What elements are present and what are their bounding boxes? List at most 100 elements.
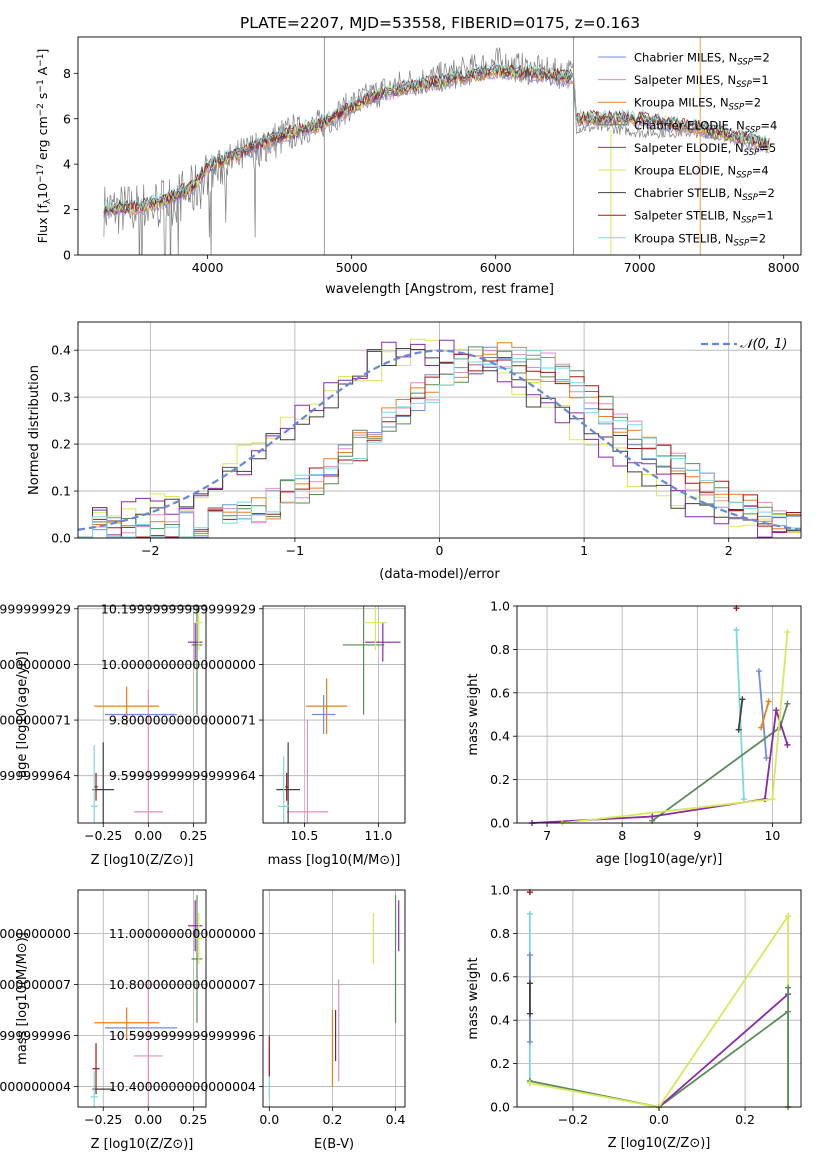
- x-axis-label: Z [log10(Z/Z⊙)]: [608, 1136, 711, 1151]
- legend-text: Chabrier ELODIE, N: [634, 118, 745, 132]
- y-label-part: −1: [36, 79, 46, 92]
- panel-7: −0.2 0.0 0.2 0.0 0.2 0.4 0.6 0.8 1.0 Z [log10(Z/Z…: [466, 883, 802, 1151]
- normal-curve: [78, 349, 801, 531]
- y-tick-label: 11.0000000000000000: [0, 926, 71, 941]
- legend-label-7: Salpeter STELIB, NSSP=1: [634, 209, 774, 226]
- y-label-part: λ: [43, 198, 53, 204]
- weight-marker-1: [526, 952, 533, 959]
- legend-sub: SSP: [736, 170, 752, 180]
- y-tick-label: 11.0000000000000000: [109, 926, 256, 941]
- hist-area: [78, 338, 801, 538]
- y-tick-label: 10.19999999999999929: [0, 601, 71, 616]
- legend-sub: SSP: [741, 215, 757, 225]
- y-label-part: −1: [36, 54, 46, 67]
- y-label-part: −2: [36, 103, 46, 116]
- y-tick-label: 10.4000000000000004: [109, 1079, 256, 1094]
- weight-marker-2: [758, 724, 765, 731]
- hist-step-8: [78, 350, 801, 538]
- y-tick-label: 0.0: [51, 531, 71, 546]
- y-tick-label: 10.5999999999999996: [0, 1028, 71, 1043]
- weight-marker-0: [733, 626, 740, 633]
- weight-marker-0: [526, 910, 533, 917]
- y-tick-label: 10.8000000000000007: [109, 977, 256, 992]
- errorbar-area: [268, 895, 400, 1100]
- x-axis-label: Z [log10(Z/Z⊙)]: [91, 1137, 194, 1152]
- legend-text: Salpeter STELIB, N: [634, 209, 741, 223]
- errorbar-area: [90, 895, 203, 1107]
- y-tick-label: 8: [63, 66, 71, 81]
- plot-area: [90, 895, 203, 1107]
- y-tick-label: 0.8: [490, 642, 510, 657]
- x-tick-label: −2: [141, 543, 159, 558]
- weight-marker-5: [649, 813, 656, 820]
- weight-marker-5: [784, 741, 791, 748]
- plot-area: [78, 338, 801, 538]
- legend-sub: SSP: [729, 102, 745, 112]
- x-tick-label: 5000: [336, 260, 368, 275]
- y-axis-label: age [log10(age/yr)]: [15, 651, 30, 778]
- y-tick-label: 1.0: [490, 599, 510, 614]
- legend-tail: =5: [759, 141, 776, 155]
- y-tick-label: 0.4: [490, 1013, 510, 1028]
- y-label-part: ]: [35, 49, 50, 54]
- errorbar-area: [276, 606, 401, 823]
- y-axis-label: Normed distribution: [27, 365, 42, 495]
- y-tick-label: 9.80000000000000071: [0, 713, 71, 728]
- model-spectrum-2: [103, 67, 770, 218]
- plot-area: [90, 606, 203, 823]
- legend-text: Kroupa MILES, N: [634, 96, 729, 110]
- y-tick-label: 0.1: [51, 484, 71, 499]
- weight-marker-1: [526, 1038, 533, 1045]
- x-tick-label: 4000: [192, 260, 224, 275]
- legend-tail: =2: [744, 96, 761, 110]
- legend-sub: SSP: [734, 238, 750, 248]
- legend-label-3: Chabrier ELODIE, NSSP=4: [634, 118, 777, 135]
- y-tick-label: 0.0: [490, 816, 510, 831]
- weight-marker-2: [526, 1010, 533, 1017]
- panel-6: 0.0 0.2 0.4 10.4000000000000004 10.599999999…: [109, 889, 406, 1152]
- y-tick-label: 6: [63, 111, 71, 126]
- legend-sub: SSP: [745, 125, 761, 135]
- weight-marker-4: [784, 700, 791, 707]
- y-label-part: A: [35, 66, 50, 79]
- weight-marker-1: [763, 754, 770, 761]
- weight-marker-6: [784, 629, 791, 636]
- spectrum-area: [103, 37, 770, 255]
- legend-tail: =4: [760, 118, 777, 132]
- y-tick-label: 9.80000000000000071: [109, 713, 256, 728]
- x-tick-label: 9: [693, 828, 701, 843]
- legend-text: Chabrier STELIB, N: [634, 186, 742, 200]
- axes-frame: [77, 36, 802, 256]
- weight-line-5: [531, 709, 789, 824]
- panel-3: 10.5 11.0 9.59999999999999964 9.80000000000…: [101, 601, 406, 868]
- legend-tail: =1: [752, 73, 769, 87]
- model-spectrum-5: [103, 64, 770, 215]
- legend-tail: =2: [753, 51, 770, 65]
- axes-frame: [516, 889, 802, 1108]
- legend-sub: SSP: [737, 57, 753, 67]
- y-axis-label: mass weight: [466, 673, 481, 755]
- x-tick-label: 0.00: [134, 828, 162, 843]
- x-axis-label: mass [log10(M/M⊙)]: [268, 853, 401, 868]
- panel-1: −2 −1 0 1 2 0.0 0.1 0.2 0.3 0.4 (data-model)/error…: [27, 321, 802, 582]
- y-tick-label: 9.59999999999999964: [0, 768, 71, 783]
- legend-sub: SSP: [742, 193, 758, 203]
- legend-tail: =2: [758, 186, 775, 200]
- y-label-part: erg cm: [35, 116, 50, 164]
- weight-marker-5: [773, 707, 780, 714]
- x-tick-label: 0.2: [735, 1112, 755, 1127]
- weight-marker-5: [526, 1080, 533, 1087]
- x-tick-label: −1: [286, 543, 304, 558]
- legend-label-1: Salpeter MILES, NSSP=1: [634, 73, 769, 90]
- x-tick-label: 0.00: [134, 1112, 162, 1127]
- panel-4: 7 8 9 10 0.0 0.2 0.4 0.6 0.8 1.0 age [log10(age/yr…: [466, 599, 802, 867]
- legend-label-8: Kroupa STELIB, NSSP=2: [634, 231, 766, 248]
- y-tick-label: 0.3: [51, 390, 71, 405]
- weight-marker-2: [765, 698, 772, 705]
- legend-tail: =1: [757, 209, 774, 223]
- y-label-part: 10: [35, 183, 50, 199]
- legend-label-5: Kroupa ELODIE, NSSP=4: [634, 164, 769, 181]
- y-tick-label: 0.2: [490, 1056, 510, 1071]
- panel-5: −0.25 0.00 0.25 10.4000000000000004 10.59999…: [0, 889, 207, 1152]
- x-axis-label: Z [log10(Z/Z⊙)]: [91, 853, 194, 868]
